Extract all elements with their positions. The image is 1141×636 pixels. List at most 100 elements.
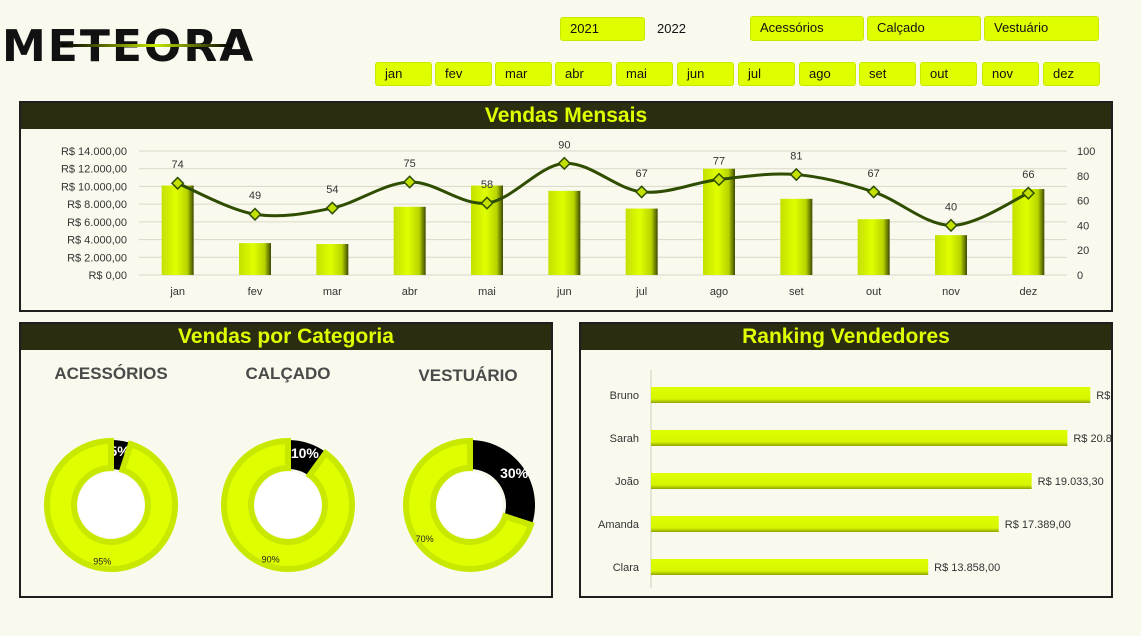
month-filter-out[interactable]: out	[920, 62, 977, 86]
line-marker-set	[789, 167, 804, 182]
line-data-label: 40	[945, 201, 957, 213]
seller-value-label: R$ 13.858,00	[934, 562, 1000, 574]
donut-hole	[437, 472, 503, 538]
line-data-label: 77	[713, 156, 725, 168]
donut-slice-dark	[288, 440, 327, 476]
line-marker-jun	[557, 156, 572, 171]
donut-label-dark: 10%	[291, 445, 320, 461]
seller-value-label: R$ 21.964,30	[1096, 390, 1111, 402]
category-filter-acessorios[interactable]: Acessórios	[750, 16, 864, 41]
category-filter-calcado[interactable]: Calçado	[867, 16, 981, 41]
line-data-label: 67	[868, 168, 880, 180]
ranking-bar-Sarah	[651, 430, 1068, 446]
month-filter-jun[interactable]: jun	[677, 62, 734, 86]
bar-fev	[239, 243, 271, 275]
year-filter-2022[interactable]: 2022	[657, 21, 686, 36]
line-marker-jan	[170, 176, 185, 190]
seller-name-label: Bruno	[610, 390, 639, 402]
line-data-label: 90	[558, 139, 570, 151]
line-marker-ago	[712, 172, 726, 187]
ranking-bar-Clara	[651, 559, 929, 575]
y-right-tick-label: 20	[1077, 245, 1089, 257]
line-marker-fev	[248, 207, 262, 221]
y-right-tick-label: 40	[1077, 220, 1089, 232]
bar-jun	[548, 190, 581, 275]
y-left-tick-label: R$ 12.000,00	[61, 164, 127, 176]
logo-streak	[62, 44, 232, 47]
seller-name-label: João	[615, 476, 639, 488]
monthly-sales-chart: R$ 0,00 R$ 2.000,00 R$ 4.000,00 R$ 6.000,00…	[61, 139, 1095, 298]
line-marker-jul	[634, 185, 649, 199]
category-sales-title: Vendas por Categoria	[21, 324, 551, 350]
seller-value-label: R$ 17.389,00	[1005, 519, 1071, 531]
y-left-tick-label: R$ 2.000,00	[67, 252, 127, 264]
bar-jul	[625, 208, 658, 275]
month-filter-fev[interactable]: fev	[435, 62, 492, 86]
line-data-label: 81	[790, 151, 802, 163]
x-tick-label: dez	[1019, 286, 1037, 298]
month-filter-abr[interactable]: abr	[555, 62, 612, 86]
x-tick-label: nov	[942, 286, 960, 298]
month-filter-dez[interactable]: dez	[1043, 62, 1100, 86]
monthly-sales-panel: Vendas Mensais R$ 0,00 R$ 2.000,00 R$ 4.00…	[19, 101, 1113, 312]
month-filter-mai[interactable]: mai	[616, 62, 673, 86]
x-tick-label: jan	[169, 286, 185, 298]
seller-ranking-title: Ranking Vendedores	[581, 324, 1111, 350]
x-tick-label: jun	[556, 286, 572, 298]
seller-ranking-panel: Ranking Vendedores Bruno R$ 21.964,30 Sara…	[579, 322, 1113, 598]
y-right-tick-label: 60	[1077, 196, 1089, 208]
seller-value-label: R$ 19.033,30	[1038, 476, 1104, 488]
seller-name-label: Amanda	[598, 519, 640, 531]
month-filter-mar[interactable]: mar	[495, 62, 552, 86]
donut-slice-dark	[470, 440, 535, 526]
x-tick-label: set	[789, 286, 804, 298]
line-data-label: 67	[636, 168, 648, 180]
line-series	[177, 161, 1029, 227]
x-tick-label: out	[866, 286, 881, 298]
month-filter-nov[interactable]: nov	[982, 62, 1039, 86]
donut-slice-accent	[44, 437, 178, 572]
month-filter-jan[interactable]: jan	[375, 62, 432, 86]
donut-hole	[255, 472, 321, 538]
meteora-logo: METEORA	[2, 24, 253, 68]
category-sales-panel: Vendas por Categoria ACESSÓRIOS CALÇADO …	[19, 322, 553, 598]
month-filter-ago[interactable]: ago	[799, 62, 856, 86]
x-tick-label: fev	[248, 286, 263, 298]
line-marker-nov	[944, 218, 958, 233]
y-left-tick-label: R$ 6.000,00	[67, 217, 127, 229]
x-tick-label: mai	[478, 286, 496, 298]
y-right-tick-label: 0	[1077, 270, 1083, 282]
bar-jan	[161, 185, 194, 275]
year-filter-2021[interactable]: 2021	[560, 17, 645, 41]
x-tick-label: ago	[710, 286, 728, 298]
donut-label-accent: 90%	[262, 554, 280, 564]
line-data-label: 49	[249, 190, 261, 202]
ranking-bar-Amanda	[651, 516, 999, 532]
category-title-calcado: CALÇADO	[245, 364, 331, 383]
line-data-label: 74	[172, 159, 184, 171]
bar-mar	[316, 244, 349, 275]
category-title-acessorios: ACESSÓRIOS	[54, 364, 168, 383]
seller-name-label: Clara	[613, 562, 640, 574]
y-left-tick-label: R$ 4.000,00	[67, 235, 127, 247]
donut-slice-accent	[403, 437, 535, 572]
month-filter-jul[interactable]: jul	[738, 62, 795, 86]
category-filter-vestuario[interactable]: Vestuário	[984, 16, 1099, 41]
monthly-sales-title: Vendas Mensais	[21, 103, 1111, 129]
y-left-tick-label: R$ 14.000,00	[61, 146, 127, 158]
x-tick-label: jul	[635, 286, 647, 298]
donut-slice-dark	[111, 440, 132, 471]
donut-slice-accent	[221, 437, 355, 572]
line-data-label: 75	[404, 158, 416, 170]
bar-set	[780, 198, 813, 275]
bar-out	[857, 219, 890, 275]
ranking-bar-João	[651, 473, 1032, 489]
donut-hole	[78, 472, 144, 538]
line-marker-out	[866, 185, 881, 199]
category-title-vestuario: VESTUÁRIO	[418, 366, 518, 385]
y-left-tick-label: R$ 0,00	[88, 270, 127, 282]
y-left-tick-label: R$ 10.000,00	[61, 181, 127, 193]
line-marker-mar	[325, 201, 340, 215]
bar-ago	[703, 168, 735, 275]
month-filter-set[interactable]: set	[859, 62, 916, 86]
